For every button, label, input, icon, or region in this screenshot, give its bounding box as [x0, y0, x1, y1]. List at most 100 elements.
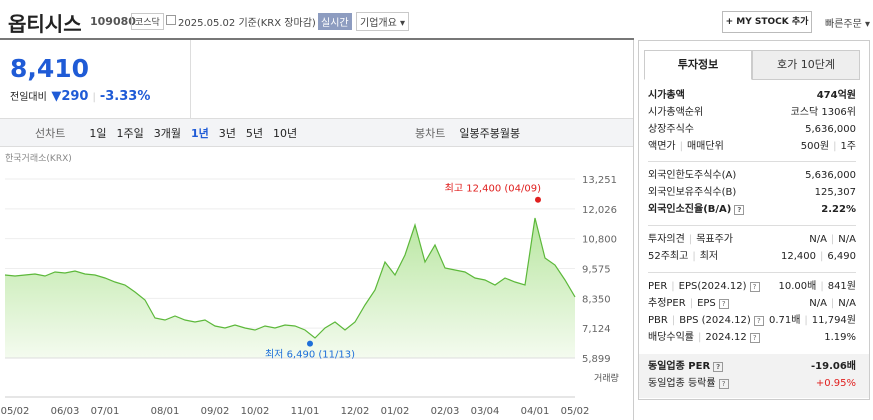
source: 한국거래소(KRX): [5, 153, 72, 164]
period-tab[interactable]: 1주일: [116, 127, 144, 140]
quick-order[interactable]: 빠른주문 ▾: [825, 19, 871, 30]
section-rule: [648, 272, 856, 273]
mystock-button[interactable]: + MY STOCK 추가: [722, 11, 812, 33]
quick-order-text: 빠른주문: [825, 19, 862, 30]
sep: |: [804, 315, 808, 326]
help-icon[interactable]: ?: [718, 379, 729, 389]
info-row: PER | EPS(2024.12)? 10.00배 | 841원: [648, 279, 856, 295]
info-row: PBR | BPS (2024.12)? 0.71배 | 11,794원: [648, 313, 856, 329]
period-tab[interactable]: 3년: [218, 127, 236, 140]
x-tick-label: 04/01: [521, 406, 550, 417]
value-text: 474억원: [816, 90, 856, 101]
row-label: PBR | BPS (2024.12)?: [648, 313, 764, 329]
row-label: 투자의견 | 목표주가: [648, 232, 733, 248]
date: 2025.05.02: [178, 18, 236, 29]
info-tab[interactable]: 투자정보: [644, 50, 752, 80]
row-value: 5,636,000: [805, 168, 856, 184]
price-chart: 한국거래소(KRX) 5,899 7,124 8,350 9,575 10,800 12,…: [1, 153, 619, 417]
market-badge: 코스닥: [131, 13, 164, 30]
value-text: 5,636,000: [805, 170, 856, 181]
y-tick-label: 10,800: [582, 235, 617, 246]
value-text: +0.95%: [815, 378, 856, 389]
overview-button[interactable]: 기업개요 ▾: [356, 12, 410, 31]
sep: |: [692, 251, 696, 262]
label-text: 외국인보유주식수(B): [648, 187, 737, 198]
calendar-icon: [166, 15, 176, 25]
value-text: 2.22%: [821, 204, 856, 215]
candle-tab[interactable]: 주봉: [479, 127, 500, 140]
label-text: 최저: [699, 251, 719, 262]
label-text: 동일업종 등락률: [648, 378, 716, 389]
stock-name: 옵티시스: [8, 12, 82, 36]
x-tick-label: 03/04: [471, 406, 500, 417]
sep: |: [671, 315, 676, 326]
change-pct: -3.33%: [99, 89, 151, 104]
info-row: 시가총액순위 코스닥 1306위: [648, 105, 856, 121]
y-tick-label: 13,251: [582, 175, 617, 186]
candle-label: 봉차트: [415, 127, 446, 140]
label-text: 추정PER: [648, 298, 686, 309]
sep: |: [820, 281, 824, 292]
overview: 기업개요: [360, 18, 397, 29]
row-label: 52주최고 | 최저: [648, 249, 718, 265]
row-value: 10.00배 | 841원: [779, 279, 857, 295]
value-text: 500원: [800, 141, 830, 152]
help-icon[interactable]: ?: [749, 333, 760, 343]
line-label: 선차트: [35, 127, 66, 140]
label-text: 배당수익률: [648, 332, 694, 343]
x-tick-label: 10/02: [241, 406, 270, 417]
change: 290: [61, 89, 89, 104]
y-tick-label: 8,350: [582, 294, 611, 305]
left-panel: [0, 40, 634, 420]
label-text: 액면가: [648, 141, 676, 152]
label-text: 외국인한도주식수(A): [648, 170, 737, 181]
period-tab[interactable]: 1일: [89, 127, 107, 140]
value-text: -19.06배: [811, 361, 856, 372]
price-line: [4, 217, 576, 339]
row-value: 125,307: [815, 185, 856, 201]
help-icon[interactable]: ?: [734, 205, 745, 215]
label-text: PBR: [648, 315, 668, 326]
period-bar: [0, 118, 633, 147]
stock-code: 109080: [90, 15, 136, 28]
realtime-badge[interactable]: 실시간: [318, 13, 352, 30]
y-tick-label: 9,575: [582, 265, 611, 276]
change-label: 전일대비: [10, 92, 47, 103]
row-label: 외국인보유주식수(B): [648, 185, 736, 201]
label-text: 시가총액순위: [648, 107, 704, 118]
label-text: PER: [648, 281, 668, 292]
help-icon[interactable]: ?: [713, 362, 724, 372]
value-text: 10.00배: [778, 281, 817, 292]
row-label: 동일업종 PER?: [648, 359, 724, 375]
x-tick-label: 06/03: [51, 406, 80, 417]
row-label: 추정PER | EPS?: [648, 296, 729, 312]
x-tick-label: 01/02: [381, 406, 410, 417]
candle-tab[interactable]: 월봉: [499, 127, 521, 140]
x-tick-label: 05/02: [1, 406, 30, 417]
row-value: 1.19%: [824, 330, 856, 346]
label-text: 2024.12: [705, 332, 747, 343]
label-text: 목표주가: [696, 234, 733, 245]
section-rule: [648, 225, 856, 226]
label-text: BPS (2024.12): [679, 315, 751, 326]
period-tab[interactable]: 10년: [273, 127, 298, 140]
value-text: N/A: [838, 234, 856, 245]
period-tab[interactable]: 5년: [245, 127, 264, 140]
line-periods: 선차트 1일 1주일 3개월 1년 3년 5년 10년: [35, 125, 307, 141]
row-value: 474억원: [817, 88, 856, 104]
candle-tab[interactable]: 일봉: [459, 127, 480, 140]
period-tab[interactable]: 1년: [191, 127, 209, 140]
row-label: 동일업종 등락률?: [648, 376, 729, 392]
value-text: 코스닥 1306위: [790, 107, 856, 118]
row-label: 외국인한도주식수(A): [648, 168, 736, 184]
help-icon[interactable]: ?: [749, 282, 760, 292]
sep: |: [671, 281, 675, 292]
sep: |: [689, 298, 694, 309]
info-row: 동일업종 PER? -19.06배: [648, 359, 856, 375]
info-tab[interactable]: 호가 10단계: [752, 50, 860, 80]
help-icon[interactable]: ?: [718, 299, 729, 309]
volume-label: 거래량: [594, 372, 619, 384]
period-tab[interactable]: 3개월: [153, 127, 181, 140]
row-label: 시가총액순위: [648, 105, 703, 121]
help-icon[interactable]: ?: [753, 316, 764, 326]
